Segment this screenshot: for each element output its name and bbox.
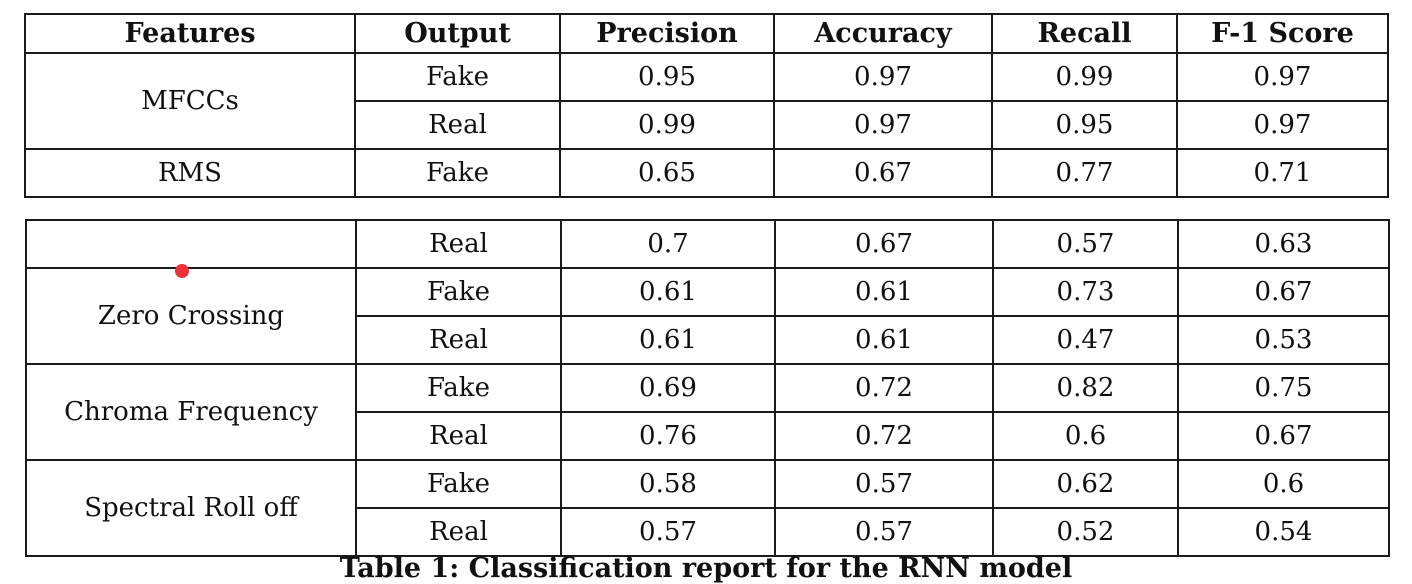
feature-cell: Spectral Roll off	[25, 459, 357, 557]
table-row: Chroma Frequency Fake 0.69 0.72 0.82 0.75	[25, 363, 1390, 461]
feature-cell: RMS	[24, 148, 356, 198]
recall-cell: 0.99	[991, 52, 1178, 102]
header-f1-score: F-1 Score	[1176, 13, 1389, 54]
header-precision: Precision	[559, 13, 775, 54]
precision-cell: 0.99	[559, 100, 775, 150]
accuracy-cell: 0.67	[774, 219, 994, 269]
feature-cell	[25, 219, 357, 269]
header-recall: Recall	[991, 13, 1178, 54]
output-cell: Real	[355, 219, 562, 269]
table-row: RMS Fake 0.65 0.67 0.77 0.71	[24, 148, 1389, 198]
recall-cell: 0.6	[992, 411, 1179, 461]
precision-cell: 0.61	[560, 267, 776, 317]
accuracy-cell: 0.61	[774, 267, 994, 317]
f1-score-cell: 0.63	[1177, 219, 1390, 269]
table-row: Real 0.99 0.97 0.95 0.97	[25, 100, 1389, 150]
output-cell: Real	[355, 411, 562, 461]
accuracy-cell: 0.72	[774, 411, 994, 461]
f1-score-cell: 0.75	[1177, 363, 1390, 413]
table-row: Real 0.7 0.67 0.57 0.63	[25, 219, 1390, 269]
f1-score-cell: 0.97	[1176, 52, 1389, 102]
output-cell: Fake	[355, 267, 562, 317]
f1-score-cell: 0.53	[1177, 315, 1390, 365]
accuracy-cell: 0.97	[773, 100, 993, 150]
f1-score-cell: 0.67	[1177, 411, 1390, 461]
table-row: Real 0.76 0.72 0.6 0.67	[26, 411, 1390, 461]
output-cell: Real	[355, 315, 562, 365]
precision-cell: 0.57	[560, 507, 776, 557]
table-row: Real 0.57 0.57 0.52 0.54	[26, 507, 1390, 557]
accuracy-cell: 0.67	[773, 148, 993, 198]
table-body-bottom: Real 0.7 0.67 0.57 0.63 Zero Crossing Fake 0.61…	[25, 219, 1390, 557]
f1-score-cell: 0.67	[1177, 267, 1390, 317]
output-cell: Fake	[354, 148, 561, 198]
precision-cell: 0.95	[559, 52, 775, 102]
table-caption: Table 1: Classification report for the R…	[339, 553, 1073, 584]
recall-cell: 0.57	[992, 219, 1179, 269]
f1-score-cell: 0.71	[1176, 148, 1389, 198]
accuracy-cell: 0.57	[774, 507, 994, 557]
accuracy-cell: 0.72	[774, 363, 994, 413]
precision-cell: 0.7	[560, 219, 776, 269]
precision-cell: 0.65	[559, 148, 775, 198]
output-cell: Real	[355, 507, 562, 557]
f1-score-cell: 0.97	[1176, 100, 1389, 150]
recall-cell: 0.47	[992, 315, 1179, 365]
output-cell: Real	[354, 100, 561, 150]
f1-score-cell: 0.54	[1177, 507, 1390, 557]
feature-cell: Chroma Frequency	[25, 363, 357, 461]
output-cell: Fake	[355, 363, 562, 413]
precision-cell: 0.58	[560, 459, 776, 509]
header-row: Features Output Precision Accuracy Recal…	[24, 13, 1389, 54]
f1-score-cell: 0.6	[1177, 459, 1390, 509]
accuracy-cell: 0.61	[774, 315, 994, 365]
precision-cell: 0.76	[560, 411, 776, 461]
recall-cell: 0.82	[992, 363, 1179, 413]
output-cell: Fake	[355, 459, 562, 509]
header-output: Output	[354, 13, 561, 54]
table-row: Real 0.61 0.61 0.47 0.53	[26, 315, 1390, 365]
recall-cell: 0.95	[991, 100, 1178, 150]
recall-cell: 0.73	[992, 267, 1179, 317]
results-table-top: Features Output Precision Accuracy Recal…	[24, 13, 1389, 198]
table-row: Spectral Roll off Fake 0.58 0.57 0.62 0.6	[25, 459, 1390, 557]
recall-cell: 0.62	[992, 459, 1179, 509]
precision-cell: 0.61	[560, 315, 776, 365]
feature-cell: Zero Crossing	[25, 267, 357, 365]
cursor-dot-icon	[175, 264, 189, 278]
table-body-top: MFCCs Fake 0.95 0.97 0.99 0.97 Real 0.99 0.97 0.9…	[24, 52, 1389, 198]
precision-cell: 0.69	[560, 363, 776, 413]
table-row: MFCCs Fake 0.95 0.97 0.99 0.97	[24, 52, 1389, 150]
recall-cell: 0.77	[991, 148, 1178, 198]
feature-cell: MFCCs	[24, 52, 356, 150]
header-accuracy: Accuracy	[773, 13, 993, 54]
output-cell: Fake	[354, 52, 561, 102]
header-features: Features	[24, 13, 356, 54]
accuracy-cell: 0.57	[774, 459, 994, 509]
table-row: Zero Crossing Fake 0.61 0.61 0.73 0.67	[25, 267, 1390, 365]
results-table-bottom: Real 0.7 0.67 0.57 0.63 Zero Crossing Fake 0.61…	[25, 219, 1390, 557]
accuracy-cell: 0.97	[773, 52, 993, 102]
recall-cell: 0.52	[992, 507, 1179, 557]
